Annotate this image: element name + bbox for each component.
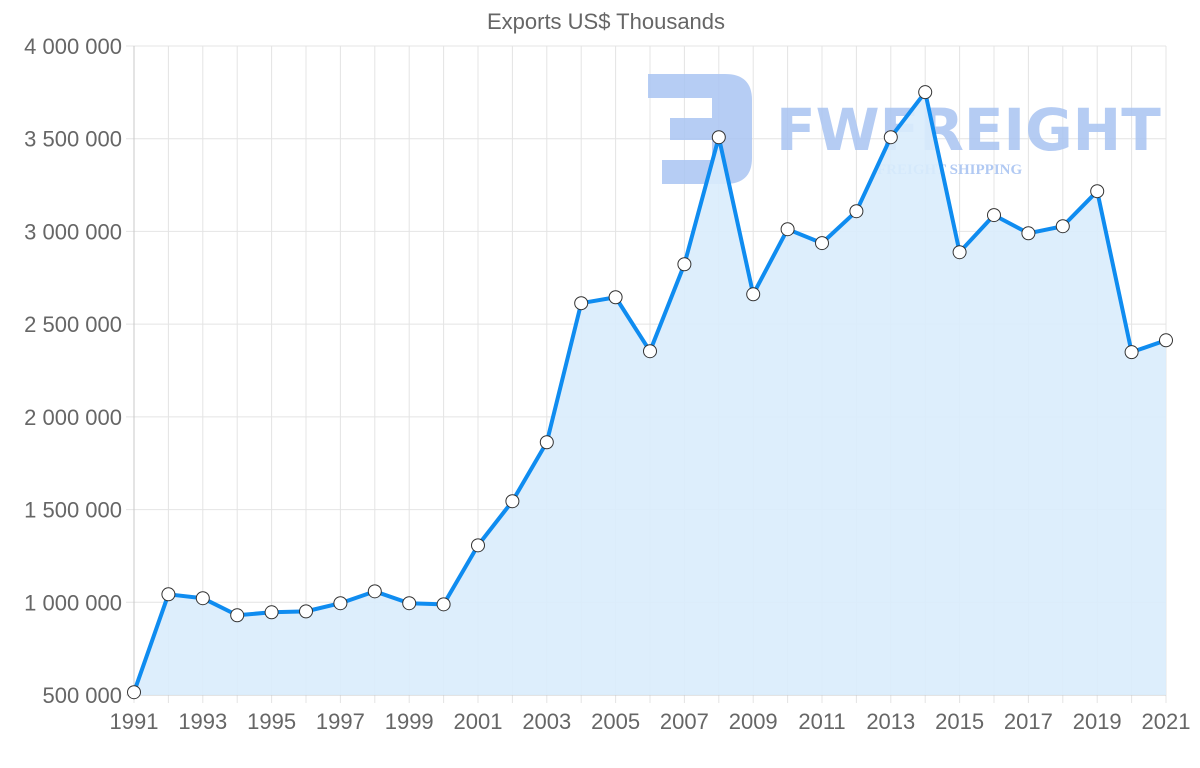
y-tick-label: 2 500 000 <box>24 312 122 337</box>
fwfreight-watermark: FWFREIGHT FREIGHT SHIPPING <box>648 74 1161 184</box>
data-point-2001[interactable] <box>471 538 485 553</box>
data-point-2016[interactable] <box>987 208 1001 223</box>
data-point-1998[interactable] <box>367 584 382 599</box>
data-point-1999[interactable] <box>402 596 417 611</box>
x-tick-label: 2021 <box>1142 709 1191 734</box>
data-point-2020[interactable] <box>1124 345 1139 360</box>
x-axis: 1991 1993 1995 1997 1999 2001 2003 2005 2007 2009… <box>110 709 1191 734</box>
data-point-2012[interactable] <box>849 204 864 219</box>
data-point-2018[interactable] <box>1055 219 1070 234</box>
x-tick-label: 2019 <box>1073 709 1122 734</box>
y-tick-label: 500 000 <box>42 683 122 708</box>
x-tick-label: 1995 <box>247 709 296 734</box>
data-point-1993[interactable] <box>195 591 210 606</box>
x-tick-label: 1993 <box>178 709 227 734</box>
data-point-2009[interactable] <box>746 287 761 302</box>
data-point-1991[interactable] <box>127 685 141 700</box>
x-tick-label: 2009 <box>729 709 778 734</box>
fwfreight-logo-icon <box>648 74 752 184</box>
data-point-2010[interactable] <box>780 222 795 237</box>
data-point-1996[interactable] <box>299 604 313 619</box>
data-point-1992[interactable] <box>161 587 176 602</box>
data-point-2013[interactable] <box>883 130 898 145</box>
data-point-1994[interactable] <box>230 608 245 623</box>
data-point-1997[interactable] <box>333 596 348 611</box>
data-point-2021[interactable] <box>1159 333 1173 348</box>
x-tick-label: 2017 <box>1004 709 1053 734</box>
data-point-2000[interactable] <box>436 597 451 612</box>
data-point-2015[interactable] <box>952 245 967 260</box>
data-point-2006[interactable] <box>643 344 657 359</box>
y-tick-label: 3 000 000 <box>24 219 122 244</box>
y-tick-label: 1 000 000 <box>24 590 122 615</box>
x-tick-label: 2003 <box>522 709 571 734</box>
y-tick-label: 1 500 000 <box>24 498 122 523</box>
x-tick-label: 2007 <box>660 709 709 734</box>
y-tick-label: 4 000 000 <box>24 34 122 59</box>
data-point-2002[interactable] <box>505 494 520 509</box>
y-tick-label: 2 000 000 <box>24 405 122 430</box>
x-tick-label: 2015 <box>935 709 984 734</box>
data-point-2019[interactable] <box>1090 184 1105 199</box>
chart-title: Exports US$ Thousands <box>487 9 725 34</box>
data-point-2007[interactable] <box>677 257 692 272</box>
series-area-fill <box>134 92 1166 696</box>
x-tick-label: 1997 <box>316 709 365 734</box>
data-points <box>127 85 1173 700</box>
data-point-2004[interactable] <box>574 296 589 311</box>
x-tick-label: 2011 <box>798 709 845 734</box>
x-tick-label: 2013 <box>866 709 915 734</box>
x-tick-label: 2001 <box>454 709 503 734</box>
data-point-1995[interactable] <box>264 605 279 620</box>
y-tick-label: 3 500 000 <box>24 127 122 152</box>
x-tick-label: 1999 <box>385 709 434 734</box>
data-point-2017[interactable] <box>1021 226 1036 241</box>
data-point-2005[interactable] <box>608 290 623 305</box>
watermark-brand: FWFREIGHT <box>776 96 1161 164</box>
data-point-2003[interactable] <box>539 435 554 450</box>
data-point-2011[interactable] <box>815 236 829 251</box>
y-axis: 500 000 1 000 000 1 500 000 2 000 000 2 500 … <box>24 34 122 708</box>
data-point-2008[interactable] <box>711 130 726 145</box>
x-tick-label: 1991 <box>110 709 159 734</box>
data-point-2014[interactable] <box>918 85 933 100</box>
x-tick-label: 2005 <box>591 709 640 734</box>
